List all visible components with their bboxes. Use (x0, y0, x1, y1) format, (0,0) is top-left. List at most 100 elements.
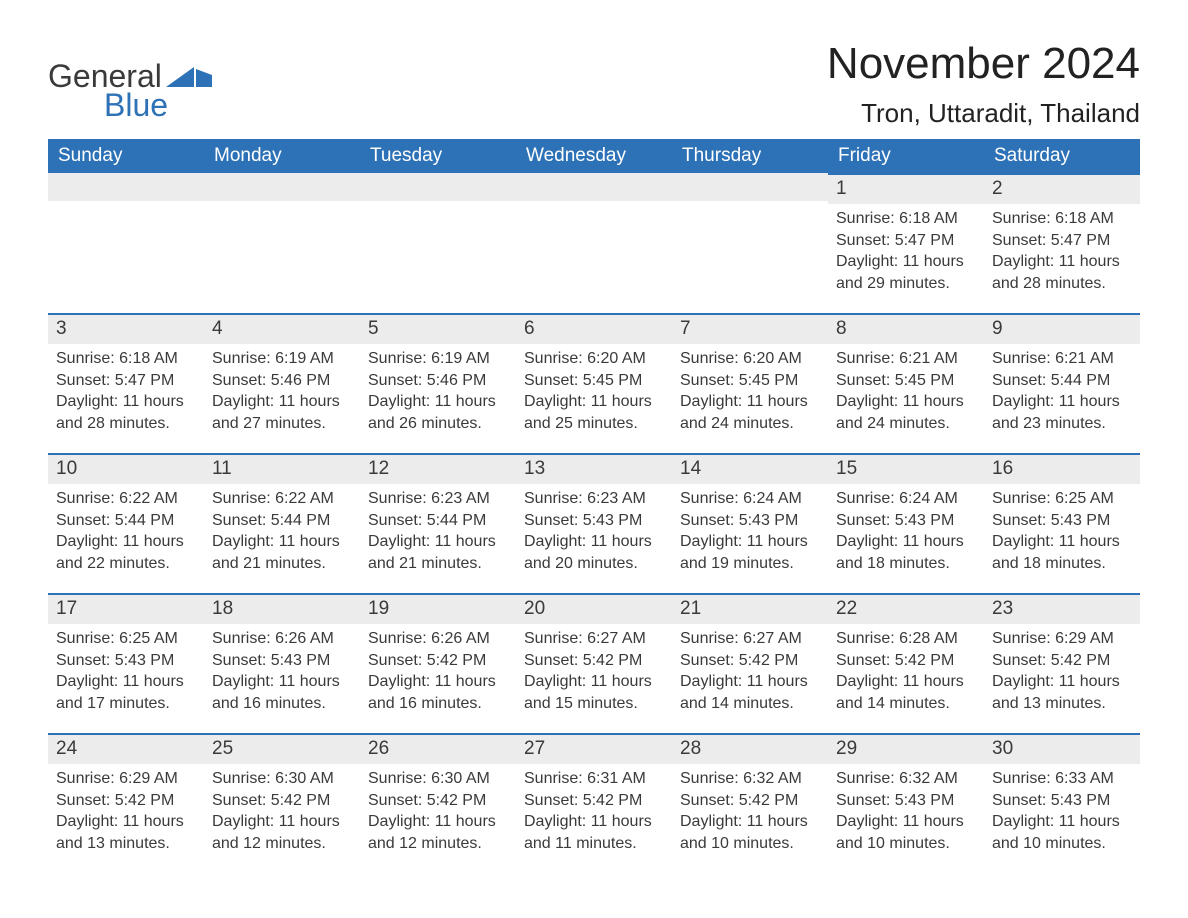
day-number: 5 (360, 313, 516, 344)
empty-day-bar (516, 173, 672, 201)
sunrise-text: Sunrise: 6:32 AM (836, 768, 976, 790)
sunrise-text: Sunrise: 6:20 AM (524, 348, 664, 370)
day-cell: 29Sunrise: 6:32 AMSunset: 5:43 PMDayligh… (828, 733, 984, 873)
day-number: 25 (204, 733, 360, 764)
day-number: 21 (672, 593, 828, 624)
title-block: November 2024 Tron, Uttaradit, Thailand (827, 40, 1140, 129)
day-cell: 26Sunrise: 6:30 AMSunset: 5:42 PMDayligh… (360, 733, 516, 873)
week-row: 3Sunrise: 6:18 AMSunset: 5:47 PMDaylight… (48, 313, 1140, 453)
day-cell: 24Sunrise: 6:29 AMSunset: 5:42 PMDayligh… (48, 733, 204, 873)
day-number: 13 (516, 453, 672, 484)
day-wrapper: 2Sunrise: 6:18 AMSunset: 5:47 PMDaylight… (984, 173, 1140, 307)
day-number: 1 (828, 173, 984, 204)
sunset-text: Sunset: 5:47 PM (992, 230, 1132, 252)
day-wrapper: 26Sunrise: 6:30 AMSunset: 5:42 PMDayligh… (360, 733, 516, 867)
day-number: 9 (984, 313, 1140, 344)
day-details: Sunrise: 6:24 AMSunset: 5:43 PMDaylight:… (672, 484, 828, 578)
day-wrapper: 25Sunrise: 6:30 AMSunset: 5:42 PMDayligh… (204, 733, 360, 867)
day-cell: 12Sunrise: 6:23 AMSunset: 5:44 PMDayligh… (360, 453, 516, 593)
day-cell: 28Sunrise: 6:32 AMSunset: 5:42 PMDayligh… (672, 733, 828, 873)
day-details: Sunrise: 6:33 AMSunset: 5:43 PMDaylight:… (984, 764, 1140, 858)
day-number: 17 (48, 593, 204, 624)
sunrise-text: Sunrise: 6:29 AM (992, 628, 1132, 650)
day-number: 12 (360, 453, 516, 484)
daylight1-text: Daylight: 11 hours (680, 671, 820, 693)
day-details: Sunrise: 6:22 AMSunset: 5:44 PMDaylight:… (204, 484, 360, 578)
sunrise-text: Sunrise: 6:26 AM (212, 628, 352, 650)
sunset-text: Sunset: 5:45 PM (680, 370, 820, 392)
daylight1-text: Daylight: 11 hours (992, 251, 1132, 273)
daylight1-text: Daylight: 11 hours (212, 811, 352, 833)
daylight2-text: and 15 minutes. (524, 693, 664, 715)
daylight1-text: Daylight: 11 hours (212, 531, 352, 553)
day-details: Sunrise: 6:28 AMSunset: 5:42 PMDaylight:… (828, 624, 984, 718)
day-wrapper: 5Sunrise: 6:19 AMSunset: 5:46 PMDaylight… (360, 313, 516, 447)
day-number: 26 (360, 733, 516, 764)
day-cell: 25Sunrise: 6:30 AMSunset: 5:42 PMDayligh… (204, 733, 360, 873)
sunset-text: Sunset: 5:45 PM (524, 370, 664, 392)
sunset-text: Sunset: 5:47 PM (56, 370, 196, 392)
day-wrapper: 23Sunrise: 6:29 AMSunset: 5:42 PMDayligh… (984, 593, 1140, 727)
sunrise-text: Sunrise: 6:18 AM (836, 208, 976, 230)
day-details: Sunrise: 6:32 AMSunset: 5:43 PMDaylight:… (828, 764, 984, 858)
day-cell: 15Sunrise: 6:24 AMSunset: 5:43 PMDayligh… (828, 453, 984, 593)
daylight1-text: Daylight: 11 hours (680, 531, 820, 553)
sunset-text: Sunset: 5:45 PM (836, 370, 976, 392)
day-wrapper: 16Sunrise: 6:25 AMSunset: 5:43 PMDayligh… (984, 453, 1140, 587)
day-cell: 5Sunrise: 6:19 AMSunset: 5:46 PMDaylight… (360, 313, 516, 453)
day-cell: 11Sunrise: 6:22 AMSunset: 5:44 PMDayligh… (204, 453, 360, 593)
sunset-text: Sunset: 5:43 PM (992, 790, 1132, 812)
sunset-text: Sunset: 5:46 PM (368, 370, 508, 392)
month-title: November 2024 (827, 40, 1140, 88)
day-wrapper: 29Sunrise: 6:32 AMSunset: 5:43 PMDayligh… (828, 733, 984, 867)
header: General Blue November 2024 Tron, Uttarad… (48, 40, 1140, 129)
daylight1-text: Daylight: 11 hours (56, 531, 196, 553)
day-number: 14 (672, 453, 828, 484)
day-number: 27 (516, 733, 672, 764)
empty-day-bar (204, 173, 360, 201)
daylight2-text: and 12 minutes. (212, 833, 352, 855)
sunset-text: Sunset: 5:42 PM (680, 650, 820, 672)
daylight2-text: and 25 minutes. (524, 413, 664, 435)
daylight2-text: and 21 minutes. (368, 553, 508, 575)
day-details: Sunrise: 6:27 AMSunset: 5:42 PMDaylight:… (672, 624, 828, 718)
daylight2-text: and 24 minutes. (680, 413, 820, 435)
day-details: Sunrise: 6:29 AMSunset: 5:42 PMDaylight:… (984, 624, 1140, 718)
sunrise-text: Sunrise: 6:29 AM (56, 768, 196, 790)
day-cell: 3Sunrise: 6:18 AMSunset: 5:47 PMDaylight… (48, 313, 204, 453)
day-number: 22 (828, 593, 984, 624)
sunrise-text: Sunrise: 6:30 AM (212, 768, 352, 790)
weekday-header: Monday (204, 139, 360, 173)
calendar-body: 1Sunrise: 6:18 AMSunset: 5:47 PMDaylight… (48, 173, 1140, 873)
sunrise-text: Sunrise: 6:20 AM (680, 348, 820, 370)
daylight1-text: Daylight: 11 hours (524, 811, 664, 833)
empty-day-bar (672, 173, 828, 201)
sunset-text: Sunset: 5:42 PM (56, 790, 196, 812)
day-cell: 16Sunrise: 6:25 AMSunset: 5:43 PMDayligh… (984, 453, 1140, 593)
day-number: 4 (204, 313, 360, 344)
day-number: 3 (48, 313, 204, 344)
sunset-text: Sunset: 5:43 PM (836, 790, 976, 812)
daylight1-text: Daylight: 11 hours (836, 811, 976, 833)
daylight2-text: and 16 minutes. (368, 693, 508, 715)
day-number: 15 (828, 453, 984, 484)
day-wrapper: 6Sunrise: 6:20 AMSunset: 5:45 PMDaylight… (516, 313, 672, 447)
daylight1-text: Daylight: 11 hours (524, 531, 664, 553)
daylight1-text: Daylight: 11 hours (680, 811, 820, 833)
day-cell (204, 173, 360, 313)
day-number: 18 (204, 593, 360, 624)
daylight1-text: Daylight: 11 hours (368, 671, 508, 693)
sunrise-text: Sunrise: 6:23 AM (524, 488, 664, 510)
daylight2-text: and 11 minutes. (524, 833, 664, 855)
day-wrapper: 13Sunrise: 6:23 AMSunset: 5:43 PMDayligh… (516, 453, 672, 587)
sunset-text: Sunset: 5:42 PM (680, 790, 820, 812)
daylight2-text: and 13 minutes. (992, 693, 1132, 715)
sunset-text: Sunset: 5:44 PM (368, 510, 508, 532)
day-details: Sunrise: 6:22 AMSunset: 5:44 PMDaylight:… (48, 484, 204, 578)
day-details: Sunrise: 6:29 AMSunset: 5:42 PMDaylight:… (48, 764, 204, 858)
sunrise-text: Sunrise: 6:25 AM (56, 628, 196, 650)
sunset-text: Sunset: 5:46 PM (212, 370, 352, 392)
day-wrapper: 30Sunrise: 6:33 AMSunset: 5:43 PMDayligh… (984, 733, 1140, 867)
sunrise-text: Sunrise: 6:27 AM (680, 628, 820, 650)
day-wrapper: 20Sunrise: 6:27 AMSunset: 5:42 PMDayligh… (516, 593, 672, 727)
